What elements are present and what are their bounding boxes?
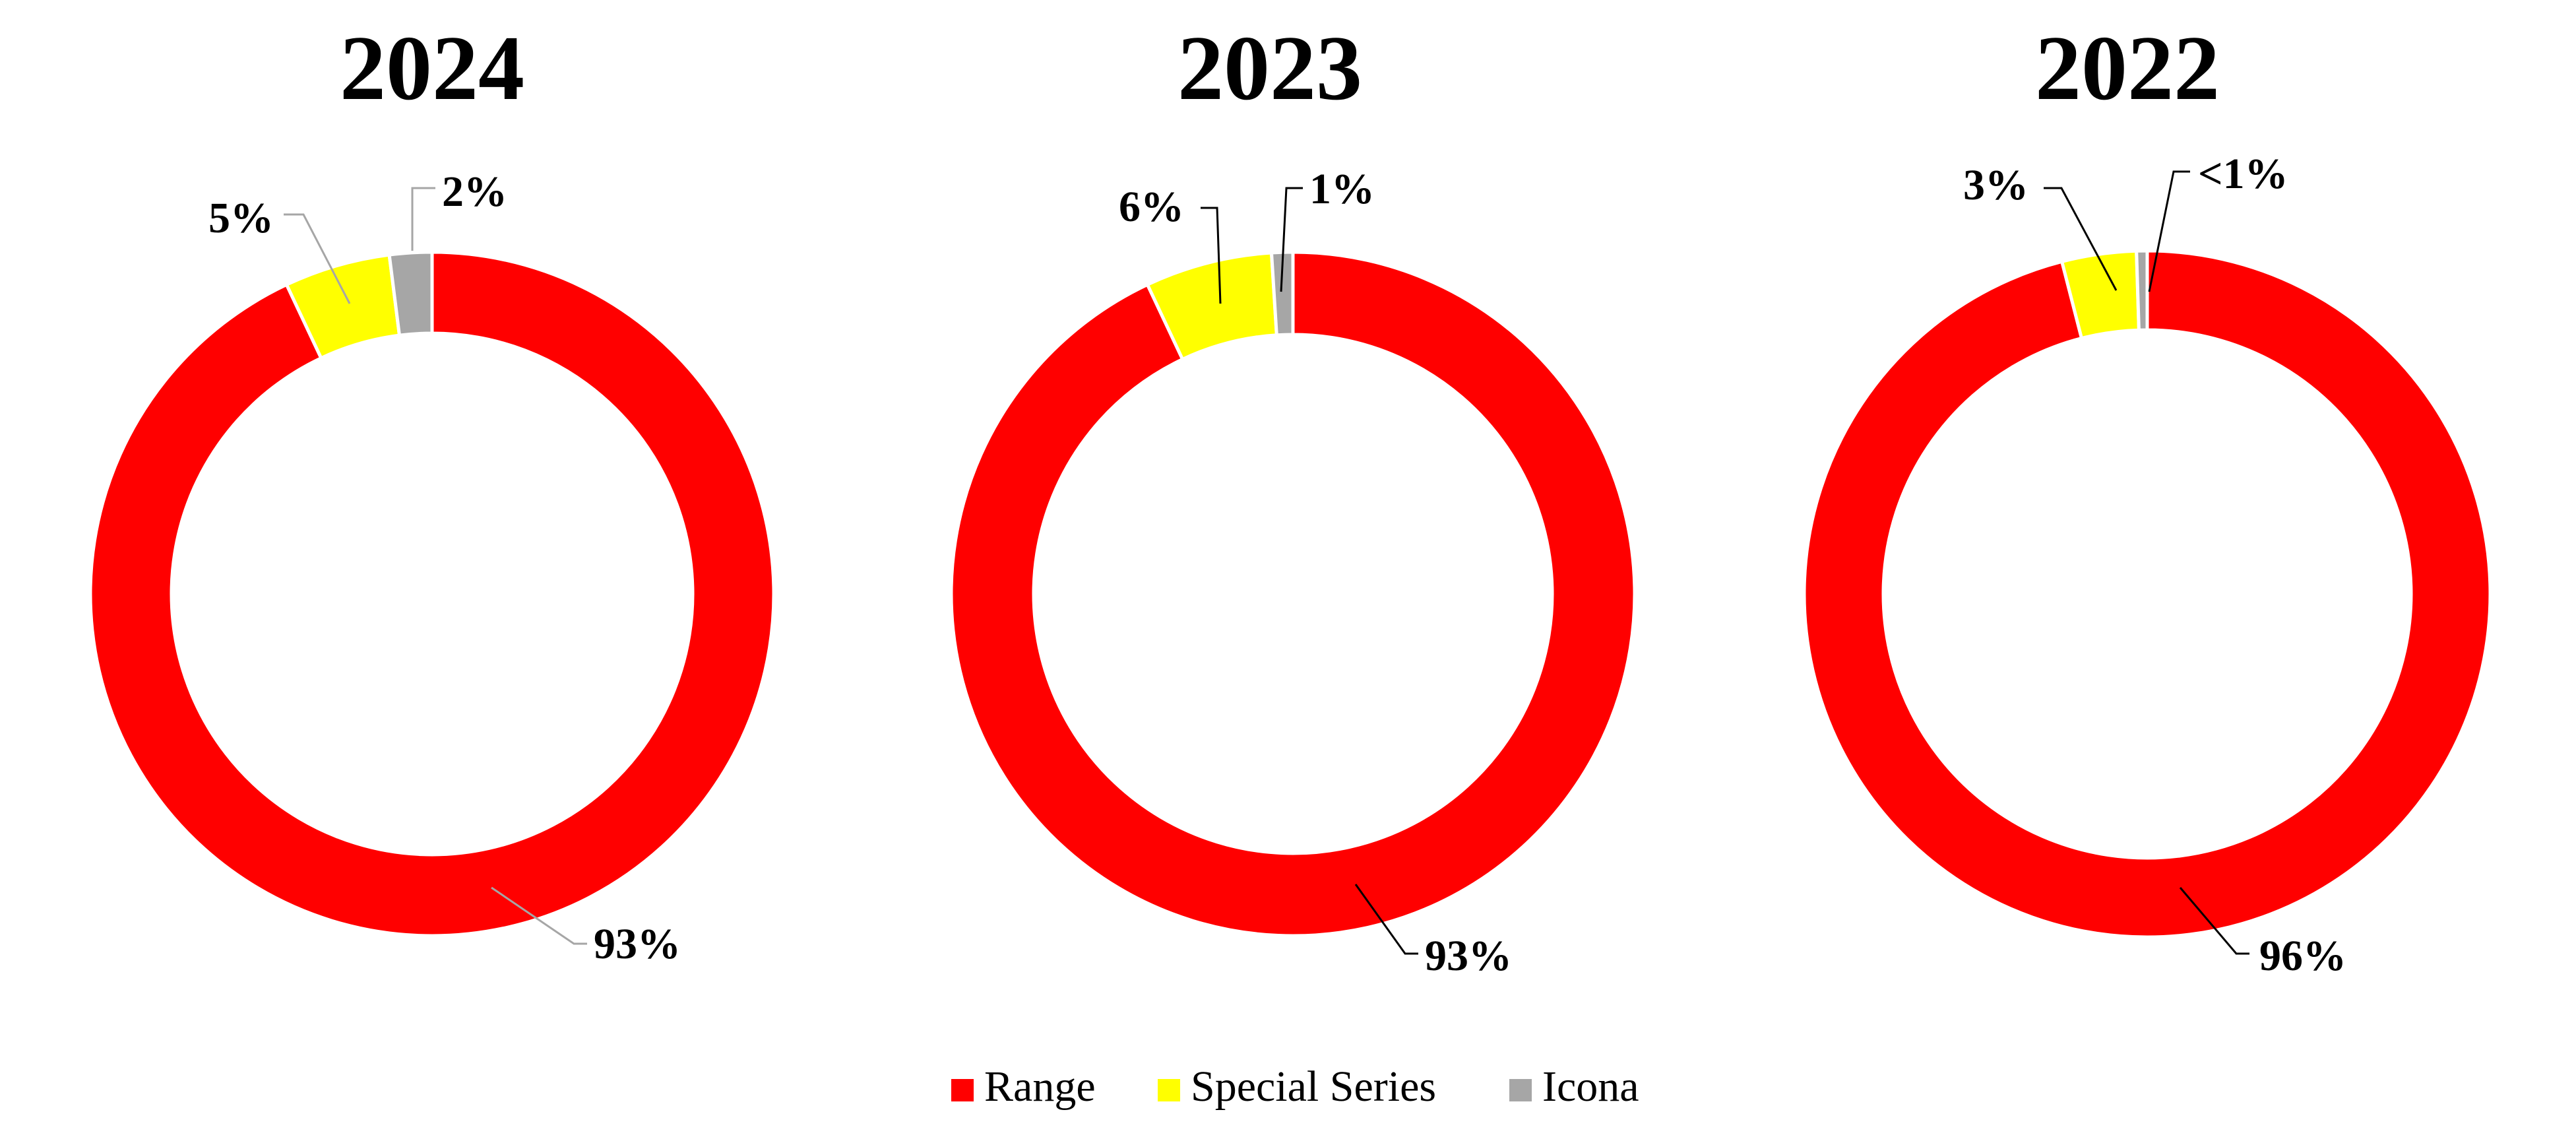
legend-swatch-special-series <box>1158 1079 1180 1101</box>
slice-icona <box>387 250 434 337</box>
legend: Range Special Series Icona <box>951 1063 1639 1111</box>
data-label: 93% <box>594 920 681 968</box>
slice-icona <box>2135 249 2149 332</box>
chart-title: 2022 <box>2035 17 2220 119</box>
data-label: 3% <box>1963 161 2028 209</box>
leader-line <box>411 187 435 251</box>
legend-label: Special Series <box>1191 1063 1436 1111</box>
slice-range <box>1802 249 2492 939</box>
legend-label: Icona <box>1542 1063 1639 1111</box>
data-label: 2% <box>442 168 507 216</box>
slice-icona <box>1269 250 1295 337</box>
slice-range <box>949 250 1637 938</box>
data-label: 93% <box>1425 932 1512 980</box>
donut-chart-2023: 2023 93% 6% 1% <box>949 17 1637 980</box>
donut-chart-2022: 2022 96% 3% <1% <box>1802 17 2492 980</box>
leader-line <box>284 213 351 304</box>
legend-label: Range <box>984 1063 1096 1111</box>
leader-line <box>1354 884 1418 955</box>
chart-title: 2024 <box>340 17 524 119</box>
leader-line <box>2179 887 2249 955</box>
leader-line <box>2148 170 2190 292</box>
donut-chart-2024: 2024 93% 5% 2% <box>88 17 776 968</box>
leader-line <box>2044 187 2118 291</box>
data-label: 5% <box>208 194 274 242</box>
leader-line <box>1280 187 1303 292</box>
legend-swatch-range <box>951 1079 974 1101</box>
data-label: 96% <box>2259 932 2346 980</box>
slice-range <box>88 250 776 938</box>
leader-line <box>491 886 587 945</box>
data-label: 6% <box>1119 183 1184 231</box>
data-label: <1% <box>2198 150 2288 198</box>
data-label: 1% <box>1309 165 1375 213</box>
chart-title: 2023 <box>1178 17 1362 119</box>
leader-line <box>1201 207 1222 304</box>
legend-swatch-icona <box>1509 1079 1532 1101</box>
